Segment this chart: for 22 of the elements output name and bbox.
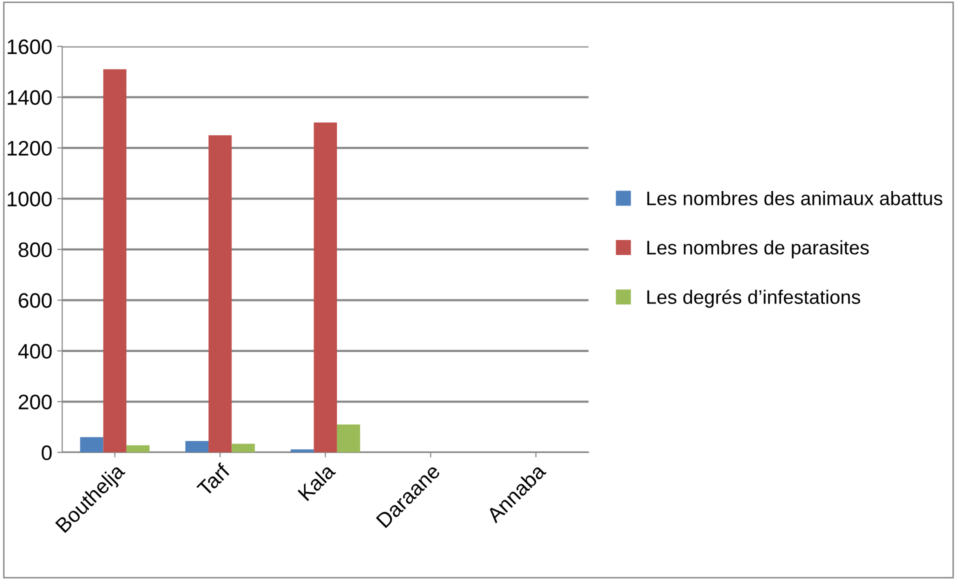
y-tick-label: 200 [18, 394, 52, 410]
y-tick-label: 1000 [8, 192, 52, 206]
bar [185, 440, 209, 452]
y-tick-label: 0 [42, 445, 52, 460]
bar [336, 424, 360, 452]
bar [103, 69, 126, 452]
bar [232, 444, 255, 452]
y-tick-label: 1400 [8, 90, 52, 105]
bar [314, 122, 337, 452]
bar [80, 437, 104, 452]
x-tick-label: Kala [297, 462, 336, 502]
y-tick-label: 600 [18, 293, 52, 308]
y-tick-label: 400 [18, 344, 52, 359]
y-tick-label: 1200 [8, 140, 52, 156]
x-tick-label: Tarf [196, 462, 231, 498]
legend-label: Les nombres des animaux abattus [647, 190, 942, 206]
legend-label: Les degrés d’infestations [647, 289, 860, 308]
bar [126, 445, 150, 452]
legend-label: Les nombres de parasites [647, 240, 869, 258]
y-tick-label: 1600 [8, 39, 52, 54]
bar [208, 135, 232, 452]
y-tick-label: 800 [18, 242, 52, 258]
